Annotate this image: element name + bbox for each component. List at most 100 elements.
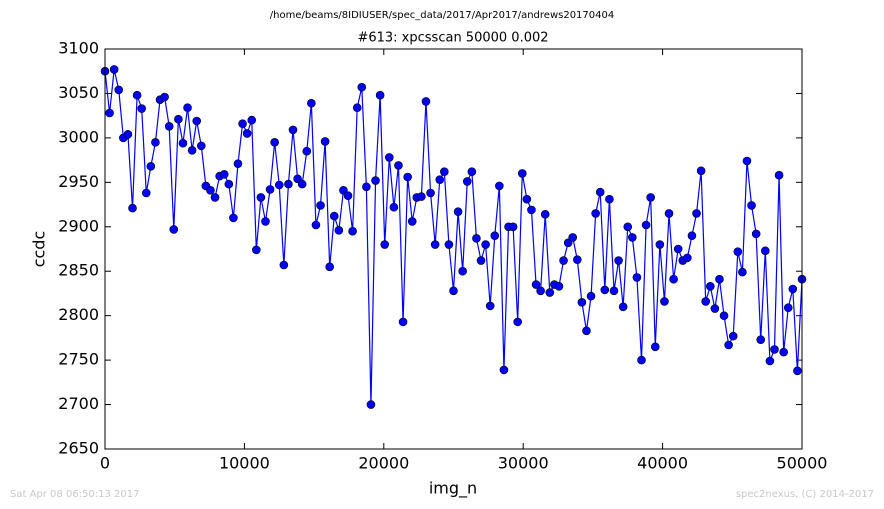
data-point (252, 245, 261, 255)
data-point (733, 247, 743, 256)
x-tick-label: 40000 (637, 454, 688, 473)
data-point (476, 256, 486, 265)
data-point (316, 201, 325, 210)
data-point (770, 345, 779, 354)
data-point (403, 172, 412, 182)
footer-left: Sat Apr 08 06:50:13 2017 (10, 489, 140, 500)
data-point (196, 141, 206, 151)
data-point (449, 286, 458, 296)
data-point (233, 159, 243, 168)
data-point (141, 188, 151, 198)
data-point (513, 317, 522, 327)
data-point (274, 180, 284, 190)
data-point (540, 210, 550, 219)
data-point (499, 365, 509, 375)
data-point (696, 166, 706, 176)
data-point (329, 211, 339, 221)
data-point (747, 201, 756, 210)
data-point (692, 209, 701, 218)
data-point (371, 176, 380, 185)
data-point (765, 356, 775, 366)
data-point (109, 65, 119, 74)
data-point (128, 203, 137, 213)
data-point (151, 138, 160, 147)
data-point (224, 179, 234, 189)
data-point (669, 274, 678, 284)
data-point (751, 229, 761, 239)
data-point (352, 103, 362, 112)
x-tick-label: 0 (100, 454, 110, 473)
data-point (334, 226, 344, 235)
data-point (174, 114, 183, 124)
data-point (490, 231, 500, 240)
data-point (600, 285, 610, 295)
y-tick-label: 3100 (58, 39, 99, 58)
data-point (192, 116, 202, 126)
data-point (508, 222, 518, 232)
data-point (325, 262, 334, 272)
data-point (398, 317, 408, 327)
data-point (284, 179, 293, 189)
x-axis-label: img_n (429, 479, 477, 499)
y-axis-label: ccdc (30, 231, 49, 268)
data-point (687, 231, 697, 240)
data-point (206, 186, 215, 195)
data-point (655, 240, 665, 249)
y-tick-label: 2650 (58, 439, 99, 458)
data-point (591, 209, 600, 218)
data-point (595, 187, 605, 197)
data-point (137, 104, 146, 113)
data-point (472, 234, 481, 243)
data-point (229, 213, 238, 223)
data-point (485, 301, 495, 311)
data-point (297, 179, 307, 189)
y-tick-label: 2750 (58, 350, 99, 369)
data-point (646, 193, 655, 202)
data-point (628, 233, 637, 242)
data-point (440, 167, 449, 176)
data-point (320, 137, 330, 146)
y-tick-label: 2850 (58, 261, 99, 280)
data-point (311, 220, 321, 230)
y-tick-label: 2700 (58, 394, 99, 413)
data-point (219, 170, 229, 179)
data-point (362, 182, 371, 192)
data-point (435, 175, 445, 184)
data-point (705, 282, 715, 291)
data-point (394, 161, 403, 170)
y-tick-label: 2950 (58, 172, 99, 191)
data-point (522, 194, 532, 204)
data-point (783, 303, 793, 312)
data-point (105, 108, 114, 118)
data-point (385, 153, 394, 162)
data-point (380, 240, 390, 249)
data-point (302, 146, 312, 156)
data-point (637, 355, 646, 365)
chart-subtitle: /home/beams/8IDIUSER/spec_data/2017/Apr2… (270, 10, 614, 21)
data-point (407, 217, 417, 226)
data-point (261, 217, 270, 226)
chart-title: #613: xpcsscan 50000 0.002 (357, 31, 548, 46)
data-point (481, 240, 490, 249)
data-line (104, 69, 803, 405)
data-point (160, 92, 169, 102)
data-point (247, 115, 257, 125)
data-point (788, 284, 798, 294)
data-point (375, 90, 385, 100)
data-point (146, 162, 156, 171)
data-point (123, 130, 133, 139)
footer-right: spec2nexus, (C) 2014-2017 (736, 489, 874, 500)
data-point (288, 125, 298, 135)
data-point (536, 286, 545, 296)
data-point (577, 298, 587, 307)
x-tick-label: 20000 (358, 454, 409, 473)
data-point (774, 170, 784, 180)
data-point (738, 267, 747, 277)
data-point (270, 138, 279, 147)
data-point (673, 244, 683, 254)
data-point (164, 122, 174, 131)
data-point (210, 193, 220, 202)
y-tick-label: 3050 (58, 83, 99, 102)
data-point (545, 288, 555, 297)
